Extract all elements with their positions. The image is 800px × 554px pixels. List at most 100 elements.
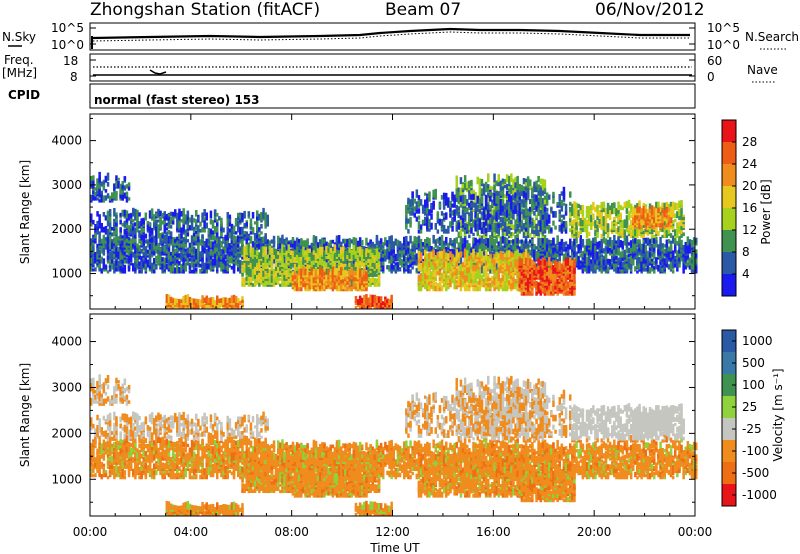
power-cell xyxy=(636,248,639,256)
power-cell xyxy=(230,248,234,256)
power-cell xyxy=(163,267,166,272)
power-cell xyxy=(138,212,141,217)
power-cell xyxy=(174,248,177,254)
power-cell xyxy=(153,264,156,270)
power-cell xyxy=(203,297,206,303)
power-cell xyxy=(445,275,448,280)
power-cell xyxy=(117,236,120,241)
power-cell xyxy=(251,258,255,264)
power-cell xyxy=(440,272,444,280)
power-cell xyxy=(264,280,267,285)
power-cell xyxy=(264,259,267,267)
power-cell xyxy=(171,243,175,252)
power-cell xyxy=(354,287,358,292)
power-cell xyxy=(653,267,656,274)
power-cell xyxy=(295,273,299,278)
power-cell xyxy=(201,212,204,217)
power-cell xyxy=(239,218,242,223)
power-cell xyxy=(245,244,248,253)
power-cell xyxy=(426,246,429,252)
power-cell xyxy=(205,238,208,244)
power-cell xyxy=(201,267,204,272)
power-cell xyxy=(337,235,341,244)
power-cell xyxy=(266,266,269,273)
power-cell xyxy=(155,246,158,254)
power-cell xyxy=(121,235,124,239)
power-cell xyxy=(129,259,133,264)
power-cell xyxy=(148,237,152,243)
power-cell xyxy=(108,221,112,229)
power-cell xyxy=(266,239,269,244)
power-cell xyxy=(438,240,442,244)
power-cell xyxy=(356,277,360,282)
power-cell xyxy=(459,287,463,292)
power-cell xyxy=(295,254,299,261)
power-cell xyxy=(564,241,568,246)
power-cell xyxy=(445,267,448,276)
power-cell xyxy=(495,235,498,244)
power-cell xyxy=(167,267,171,272)
power-cell xyxy=(453,252,456,260)
power-cell xyxy=(262,216,265,221)
power-cell xyxy=(621,250,624,256)
power-cell xyxy=(111,261,114,266)
power-cell xyxy=(482,238,486,244)
power-cell xyxy=(617,257,620,266)
power-cell xyxy=(369,267,372,271)
power-cell xyxy=(348,281,351,286)
power-cell xyxy=(111,242,114,248)
power-cell xyxy=(100,222,103,231)
power-cell xyxy=(680,247,683,252)
power-cell xyxy=(169,225,173,229)
power-cell xyxy=(587,254,591,264)
power-cell xyxy=(390,248,393,254)
power-cell xyxy=(323,257,326,265)
power-cell xyxy=(569,243,572,250)
power-cell xyxy=(205,261,208,270)
power-cell xyxy=(295,246,299,253)
power-cell xyxy=(587,267,591,272)
power-cell xyxy=(354,296,358,303)
power-cell xyxy=(319,242,322,248)
power-cell xyxy=(241,282,244,287)
power-cell xyxy=(266,241,269,250)
power-cell xyxy=(327,247,330,253)
power-cell xyxy=(243,231,246,235)
power-cell xyxy=(327,262,330,267)
power-cell xyxy=(190,250,194,254)
power-cell xyxy=(361,276,364,284)
power-cell xyxy=(629,252,633,256)
power-cell xyxy=(388,265,391,272)
power-cell xyxy=(234,218,238,223)
power-cell xyxy=(123,269,127,274)
power-cell xyxy=(285,240,288,244)
power-cell xyxy=(390,254,393,260)
power-cell xyxy=(365,301,368,306)
power-cell xyxy=(169,296,173,304)
power-cell xyxy=(457,247,461,252)
power-cell xyxy=(241,261,244,265)
power-cell xyxy=(243,277,246,285)
power-cell xyxy=(421,249,425,254)
power-cell xyxy=(686,236,690,244)
power-cell xyxy=(106,232,110,237)
power-cell xyxy=(321,237,324,244)
power-cell xyxy=(174,253,177,258)
power-cell xyxy=(434,266,437,276)
power-cell xyxy=(119,237,122,241)
power-cell xyxy=(201,265,204,270)
power-cell xyxy=(312,271,316,278)
power-cell xyxy=(121,263,124,272)
power-cell xyxy=(144,239,148,244)
power-cell xyxy=(629,263,633,268)
power-cell xyxy=(119,227,122,233)
power-cell xyxy=(167,248,171,256)
power-cell xyxy=(491,252,494,256)
power-cell xyxy=(632,259,635,266)
power-cell xyxy=(590,261,593,270)
power-cell xyxy=(451,248,454,254)
power-cell xyxy=(182,216,185,225)
power-cell xyxy=(512,243,515,250)
power-cell xyxy=(432,277,435,286)
power-cell xyxy=(108,209,112,217)
